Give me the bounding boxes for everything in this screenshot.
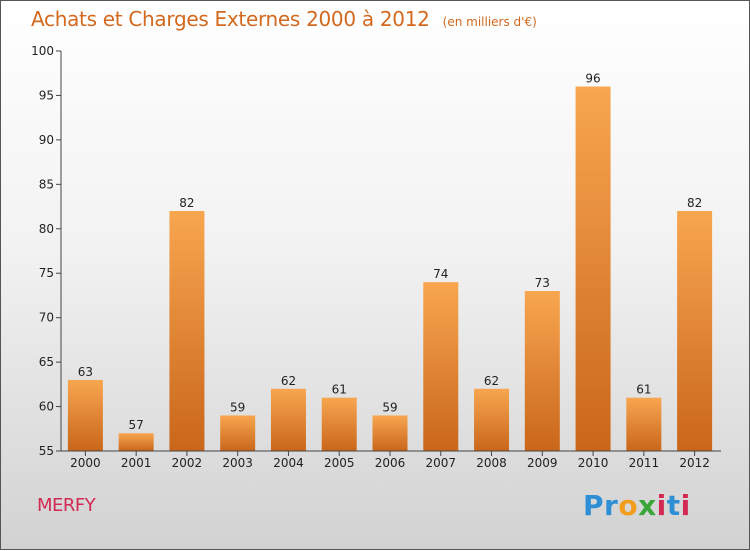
y-tick-label: 55 [39, 444, 54, 458]
bar-2003 [220, 415, 256, 451]
y-tick-label: 90 [39, 133, 54, 147]
y-tick-label: 85 [39, 177, 54, 191]
x-tick-label-2005: 2005 [324, 456, 355, 470]
x-tick-label-2000: 2000 [70, 456, 101, 470]
logo-letter: P [583, 489, 605, 522]
value-label-2004: 62 [281, 374, 296, 388]
value-label-2008: 62 [484, 374, 499, 388]
value-label-2011: 61 [636, 383, 651, 397]
chart-title: Achats et Charges Externes 2000 à 2012 [31, 7, 430, 31]
bar-2006 [372, 415, 408, 451]
x-tick-label-2003: 2003 [222, 456, 253, 470]
logo-letter: t [666, 489, 681, 522]
y-tick-label: 80 [39, 222, 54, 236]
x-tick-label-2004: 2004 [273, 456, 304, 470]
logo-letter: i [680, 489, 691, 522]
x-tick-label-2001: 2001 [121, 456, 152, 470]
logo-letter: i [656, 489, 667, 522]
bars-layer: 63 57 82 59 62 61 59 74 62 73 96 61 82 [67, 72, 713, 452]
x-tick-label-2011: 2011 [629, 456, 660, 470]
value-label-2012: 82 [687, 196, 702, 210]
bar-2002 [169, 211, 205, 451]
proxiti-logo: Proxiti [583, 489, 691, 522]
x-tick-label-2010: 2010 [578, 456, 609, 470]
bar-2011 [626, 397, 662, 451]
bar-2008 [474, 388, 510, 451]
x-tick-label-2007: 2007 [425, 456, 456, 470]
y-tick-label: 95 [39, 88, 54, 102]
bar-2010 [575, 86, 611, 452]
value-label-2001: 57 [129, 418, 144, 432]
bar-2007 [423, 282, 459, 451]
title-row: Achats et Charges Externes 2000 à 2012 (… [31, 7, 537, 31]
y-tick-label: 75 [39, 266, 54, 280]
axis-layer: 55 60 65 70 75 80 85 90 95 100 2000 2001 2002 2003 200… [31, 44, 721, 470]
bar-2001 [118, 433, 154, 451]
bar-2004 [270, 388, 306, 451]
x-tick-label-2008: 2008 [476, 456, 507, 470]
bar-2000 [67, 379, 103, 451]
value-label-2007: 74 [433, 267, 448, 281]
logo-letter: x [638, 489, 657, 522]
value-label-2005: 61 [332, 383, 347, 397]
y-tick-label: 65 [39, 355, 54, 369]
value-label-2006: 59 [382, 400, 397, 414]
x-tick-label-2009: 2009 [527, 456, 558, 470]
value-label-2003: 59 [230, 400, 245, 414]
value-label-2002: 82 [179, 196, 194, 210]
value-label-2009: 73 [535, 276, 550, 290]
bar-2009 [524, 291, 560, 451]
x-tick-label-2012: 2012 [679, 456, 710, 470]
y-tick-label: 100 [31, 44, 54, 58]
x-tick-label-2002: 2002 [172, 456, 203, 470]
logo-letter: r [604, 489, 619, 522]
commune-name: MERFY [37, 495, 96, 516]
chart-unit: (en milliers d'€) [442, 15, 537, 29]
bar-2012 [677, 211, 713, 451]
x-tick-label-2006: 2006 [375, 456, 406, 470]
value-label-2010: 96 [585, 72, 600, 86]
logo-letter: o [618, 489, 639, 522]
y-tick-label: 60 [39, 400, 54, 414]
value-label-2000: 63 [78, 365, 93, 379]
bar-2005 [321, 397, 357, 451]
y-tick-label: 70 [39, 311, 54, 325]
